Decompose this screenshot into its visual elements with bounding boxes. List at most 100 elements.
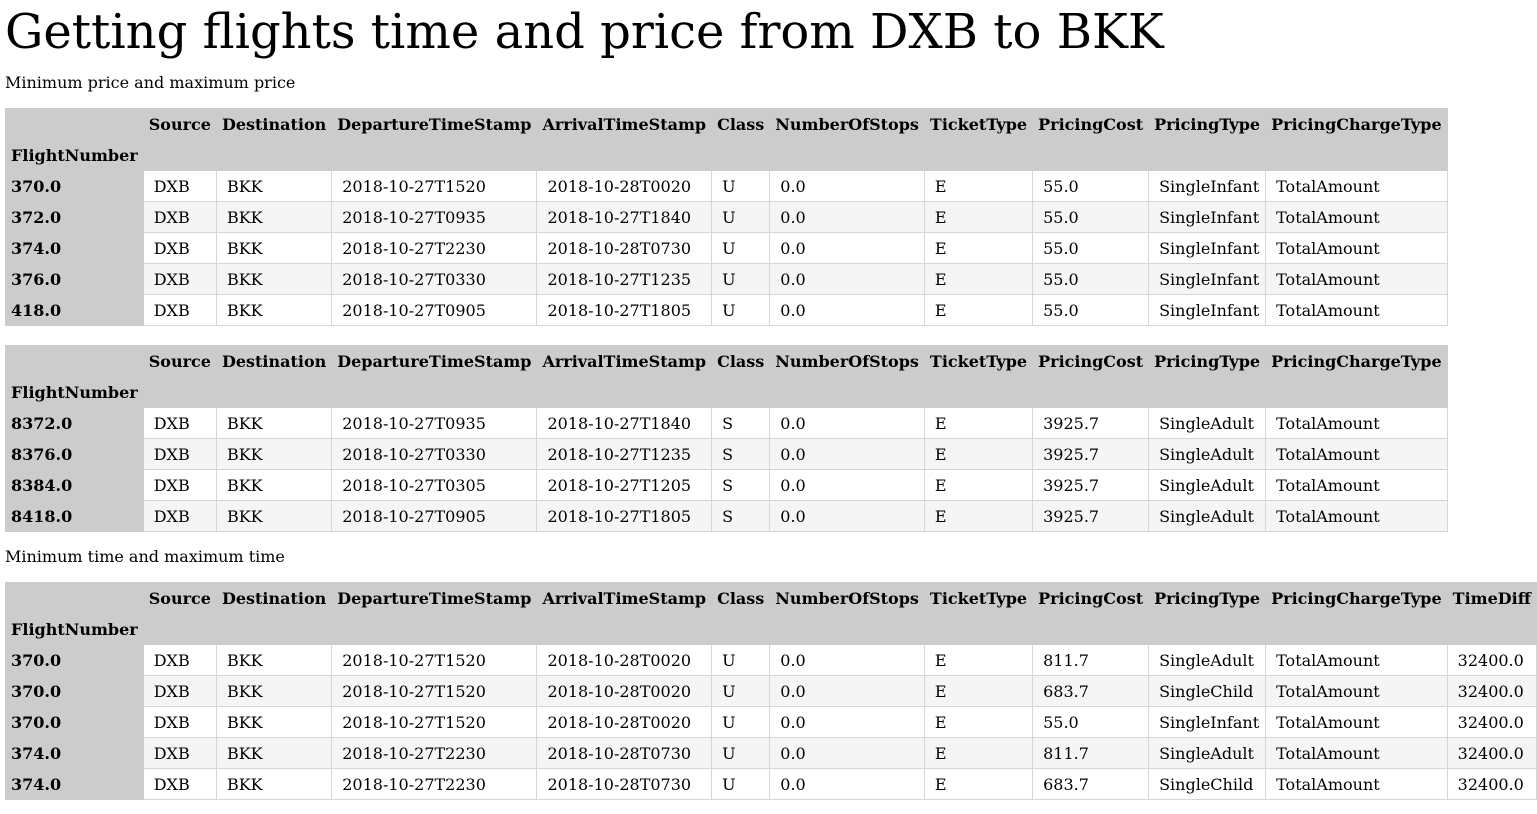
table-cell: 2018-10-27T0935 bbox=[331, 201, 538, 233]
table-cell: 2018-10-27T0935 bbox=[331, 407, 538, 439]
table-cell: DXB bbox=[142, 469, 217, 501]
table-cell: 0.0 bbox=[769, 201, 925, 233]
table-row: 372.0 DXB BKK 2018-10-27T0935 2018-10-27T184… bbox=[5, 201, 1448, 233]
table-cell: 811.7 bbox=[1032, 644, 1150, 676]
empty-header-cell bbox=[769, 376, 925, 408]
table-cell: 2018-10-27T0905 bbox=[331, 500, 538, 532]
flight-number-cell: 372.0 bbox=[5, 201, 144, 233]
empty-header-cell bbox=[711, 613, 771, 645]
table-cell: 683.7 bbox=[1032, 768, 1150, 800]
header-corner-cell bbox=[5, 345, 144, 377]
empty-header-cell bbox=[331, 139, 538, 171]
table-cell: 2018-10-27T2230 bbox=[331, 232, 538, 264]
table-cell: 0.0 bbox=[769, 675, 925, 707]
table-cell: BKK bbox=[215, 768, 333, 800]
table-row: 370.0 DXB BKK 2018-10-27T1520 2018-10-28T002… bbox=[5, 675, 1537, 707]
table-cell: DXB bbox=[142, 768, 217, 800]
empty-header-cell bbox=[769, 139, 925, 171]
table-row: 370.0 DXB BKK 2018-10-27T1520 2018-10-28T002… bbox=[5, 706, 1537, 738]
table-row: 8372.0 DXB BKK 2018-10-27T0935 2018-10-27T18… bbox=[5, 407, 1448, 439]
table-cell: E bbox=[923, 500, 1034, 532]
table-cell: 2018-10-27T0330 bbox=[331, 438, 538, 470]
table-cell: SingleAdult bbox=[1148, 438, 1267, 470]
table-cell: E bbox=[923, 706, 1034, 738]
table-cell: E bbox=[923, 768, 1034, 800]
column-header: PricingType bbox=[1148, 582, 1267, 614]
table-cell: U bbox=[711, 263, 771, 295]
table-cell: 811.7 bbox=[1032, 737, 1150, 769]
table-cell: 0.0 bbox=[769, 232, 925, 264]
min-max-time-table: Source Destination DepartureTimeStamp Arriv… bbox=[5, 582, 1537, 800]
flight-number-cell: 418.0 bbox=[5, 294, 144, 326]
index-name-header: FlightNumber bbox=[5, 376, 144, 408]
table-cell: U bbox=[711, 737, 771, 769]
index-header-row: FlightNumber bbox=[5, 139, 1448, 171]
table-cell: SingleInfant bbox=[1148, 706, 1267, 738]
column-header: Destination bbox=[215, 582, 333, 614]
table-cell: 2018-10-27T2230 bbox=[331, 737, 538, 769]
empty-header-cell bbox=[536, 376, 713, 408]
table-cell: SingleChild bbox=[1148, 768, 1267, 800]
table-cell: 0.0 bbox=[769, 737, 925, 769]
table-row: 418.0 DXB BKK 2018-10-27T0905 2018-10-27T180… bbox=[5, 294, 1448, 326]
column-header: DepartureTimeStamp bbox=[331, 345, 538, 377]
table-cell: DXB bbox=[142, 644, 217, 676]
table-cell: E bbox=[923, 469, 1034, 501]
flight-number-cell: 374.0 bbox=[5, 232, 144, 264]
table-cell: SingleInfant bbox=[1148, 263, 1267, 295]
column-header: ArrivalTimeStamp bbox=[536, 345, 713, 377]
flight-number-cell: 8372.0 bbox=[5, 407, 144, 439]
table-cell: 32400.0 bbox=[1446, 737, 1537, 769]
table-cell: 0.0 bbox=[769, 768, 925, 800]
flight-number-cell: 370.0 bbox=[5, 170, 144, 202]
table-cell: 55.0 bbox=[1032, 263, 1150, 295]
empty-header-cell bbox=[1148, 139, 1267, 171]
table-cell: 2018-10-27T2230 bbox=[331, 768, 538, 800]
table-cell: 683.7 bbox=[1032, 675, 1150, 707]
table-cell: SingleChild bbox=[1148, 675, 1267, 707]
table-row: 374.0 DXB BKK 2018-10-27T2230 2018-10-28T073… bbox=[5, 232, 1448, 264]
table-cell: U bbox=[711, 768, 771, 800]
table-cell: SingleInfant bbox=[1148, 170, 1267, 202]
table-row: 8384.0 DXB BKK 2018-10-27T0305 2018-10-27T12… bbox=[5, 469, 1448, 501]
empty-header-cell bbox=[923, 376, 1034, 408]
table-cell: TotalAmount bbox=[1265, 407, 1448, 439]
column-header: DepartureTimeStamp bbox=[331, 582, 538, 614]
column-header: Source bbox=[142, 108, 217, 140]
table-cell: BKK bbox=[215, 737, 333, 769]
table-cell: 2018-10-27T0905 bbox=[331, 294, 538, 326]
table-cell: 2018-10-28T0020 bbox=[536, 675, 713, 707]
table-cell: 3925.7 bbox=[1032, 438, 1150, 470]
table-cell: S bbox=[711, 469, 771, 501]
table-cell: 2018-10-27T0330 bbox=[331, 263, 538, 295]
column-header: PricingChargeType bbox=[1265, 582, 1448, 614]
table-cell: BKK bbox=[215, 438, 333, 470]
table-cell: TotalAmount bbox=[1265, 201, 1448, 233]
empty-header-cell bbox=[1265, 613, 1448, 645]
table-cell: U bbox=[711, 644, 771, 676]
column-header: ArrivalTimeStamp bbox=[536, 582, 713, 614]
empty-header-cell bbox=[1032, 376, 1150, 408]
table-cell: 0.0 bbox=[769, 706, 925, 738]
column-header: PricingCost bbox=[1032, 108, 1150, 140]
table-cell: 2018-10-28T0020 bbox=[536, 706, 713, 738]
table-cell: SingleAdult bbox=[1148, 644, 1267, 676]
table-cell: U bbox=[711, 675, 771, 707]
column-header: PricingType bbox=[1148, 345, 1267, 377]
table-cell: DXB bbox=[142, 737, 217, 769]
column-header: Destination bbox=[215, 108, 333, 140]
table-cell: BKK bbox=[215, 469, 333, 501]
table-cell: U bbox=[711, 706, 771, 738]
table-cell: U bbox=[711, 232, 771, 264]
column-header: TicketType bbox=[923, 345, 1034, 377]
table-cell: TotalAmount bbox=[1265, 768, 1448, 800]
table-cell: DXB bbox=[142, 706, 217, 738]
table-cell: DXB bbox=[142, 201, 217, 233]
table-cell: 55.0 bbox=[1032, 232, 1150, 264]
table-cell: BKK bbox=[215, 201, 333, 233]
column-header: TicketType bbox=[923, 108, 1034, 140]
table-cell: TotalAmount bbox=[1265, 170, 1448, 202]
table-cell: DXB bbox=[142, 500, 217, 532]
column-header: DepartureTimeStamp bbox=[331, 108, 538, 140]
table-cell: DXB bbox=[142, 232, 217, 264]
